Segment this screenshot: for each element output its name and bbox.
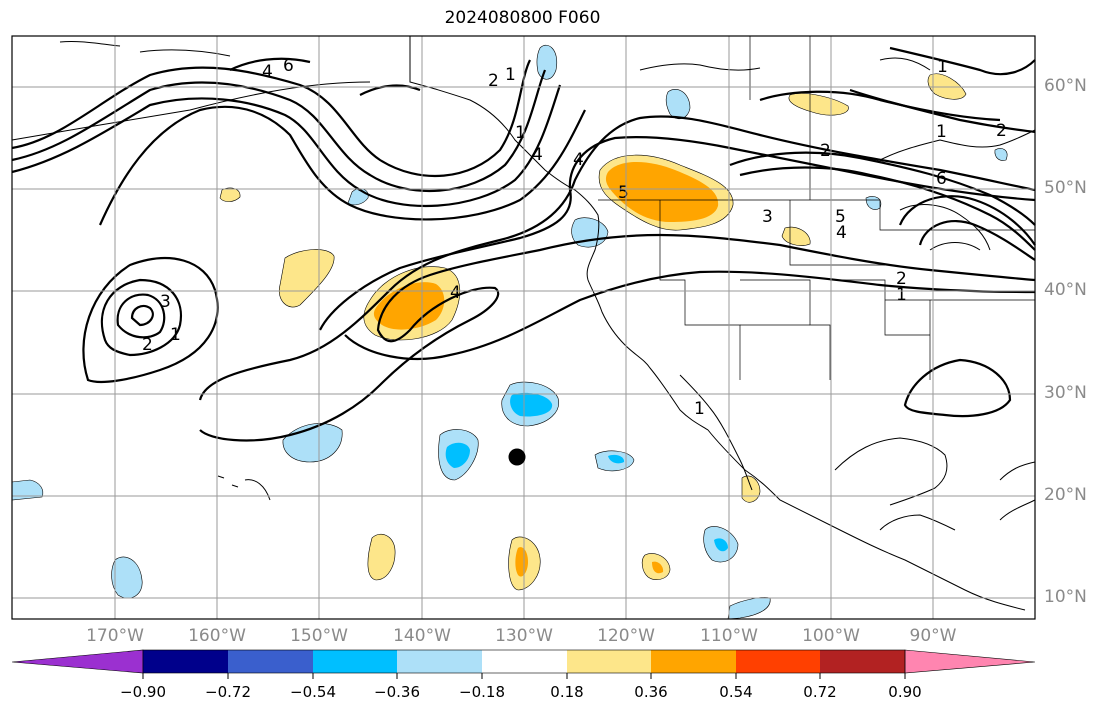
contour-label: 2 [142,335,153,355]
contour-label: 2 [488,71,499,91]
contour-label: 1 [936,122,947,142]
negative-shade [536,44,558,80]
colorbar-tick-label: 0.72 [803,683,837,701]
negative-shade [11,479,44,501]
colorbar-segment [397,650,482,673]
contour-label: 2 [996,121,1007,141]
positive-shade [652,561,664,574]
lat-label: 30°N [1044,383,1087,403]
lat-label: 20°N [1044,485,1087,505]
positive-shade [781,226,811,246]
contour-label: 4 [450,283,461,303]
colorbar-segment [228,650,313,673]
coastlines [11,36,1036,611]
negative-shade [445,442,470,468]
colorbar-segment [143,650,228,673]
positive-shade [219,187,241,202]
colorbar-tick-label: −0.18 [459,683,505,701]
colorbar-segment [736,650,820,673]
positive-shade [373,282,445,330]
lon-label: 140°W [393,626,451,646]
positive-shade [367,534,396,581]
positive-shade [605,162,719,222]
political-borders [598,36,1035,380]
contour-label: 6 [936,169,947,189]
colorbar-tick-label: 0.90 [888,683,922,701]
lon-label: 170°W [86,626,144,646]
negative-shade [714,538,728,552]
contour-label: 1 [170,325,181,345]
colorbar-segment [651,650,736,673]
contour-label: 4 [532,145,543,165]
contour-label: 4 [573,150,584,170]
contour-label: 1 [896,285,907,305]
lon-label: 150°W [290,626,348,646]
lon-label: 160°W [188,626,246,646]
contour-label: 1 [937,57,948,77]
lat-label: 40°N [1044,280,1087,300]
contour-label: 5 [618,183,629,203]
colorbar-tick-label: −0.36 [374,683,420,701]
colorbar-segment [820,650,905,673]
positive-shade [278,249,335,308]
negative-shade [608,454,625,464]
colorbar-tick-label: −0.54 [290,683,336,701]
lat-label: 50°N [1044,178,1087,198]
lat-label: 10°N [1044,587,1087,607]
colorbar-segment [482,650,567,673]
contour-label: 1 [515,123,526,143]
lon-label: 110°W [700,626,758,646]
colorbar-extend-min [11,649,144,674]
positive-shade [788,93,849,116]
colorbar [11,649,1036,679]
contour-label: 3 [762,207,773,227]
negative-shade [510,392,553,417]
colorbar-tick-label: 0.36 [634,683,668,701]
lat-label: 60°N [1044,76,1087,96]
contour-label-group: 6 4 2 1 2 1 1 4 5 1 2 6 3 5 4 2 1 4 3 2 … [142,56,1007,419]
lon-label: 130°W [495,626,553,646]
contour-label: 4 [262,62,273,82]
lon-label: 120°W [597,626,655,646]
contour-label: 1 [505,65,516,85]
contour-label: 6 [283,56,294,76]
contour-label: 4 [836,223,847,243]
contour-label: 3 [160,292,171,312]
contour-label: 1 [694,399,705,419]
map-title: 2024080800 F060 [444,8,601,28]
negative-shade [994,148,1008,161]
map-frame [11,35,1036,620]
positive-shade [515,547,528,577]
storm-center-marker [508,448,526,466]
contour-label: 2 [820,141,831,161]
lon-label: 90°W [909,626,957,646]
colorbar-segment [567,650,651,673]
contour-label: 2 [896,269,907,289]
colorbar-tick-label: 0.54 [719,683,753,701]
lon-label: 100°W [802,626,860,646]
graticule [12,36,1035,619]
colorbar-tick-label: −0.90 [120,683,166,701]
colorbar-segment [313,650,397,673]
contour-lines [11,46,1036,442]
negative-shade [111,556,143,599]
colorbar-extend-max [904,649,1036,674]
shading-layer [11,44,1008,620]
colorbar-tick-label: −0.72 [205,683,251,701]
colorbar-tick-label: 0.18 [550,683,584,701]
contour-label: 5 [835,207,846,227]
